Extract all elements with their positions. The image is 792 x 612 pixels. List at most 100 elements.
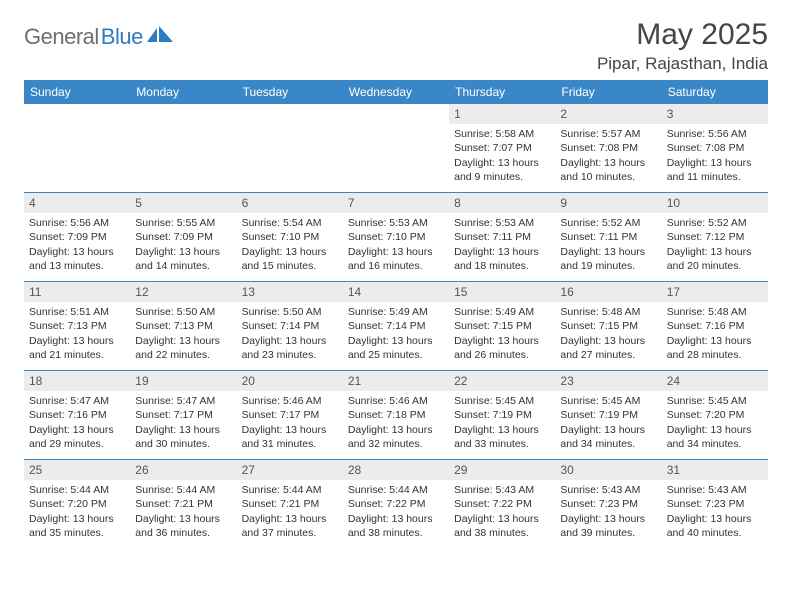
- day-number: 6: [237, 193, 343, 213]
- day-number: 31: [662, 460, 768, 480]
- day-number: 8: [449, 193, 555, 213]
- dow-tuesday: Tuesday: [237, 80, 343, 104]
- sunrise-text: Sunrise: 5:45 AM: [667, 394, 763, 408]
- sunset-text: Sunset: 7:08 PM: [560, 141, 656, 155]
- daylight-text: Daylight: 13 hours and 30 minutes.: [135, 423, 231, 451]
- day-body: Sunrise: 5:44 AMSunset: 7:21 PMDaylight:…: [130, 482, 236, 544]
- day-number: 28: [343, 460, 449, 480]
- daylight-text: Daylight: 13 hours and 35 minutes.: [29, 512, 125, 540]
- daylight-text: Daylight: 13 hours and 16 minutes.: [348, 245, 444, 273]
- sunrise-text: Sunrise: 5:52 AM: [560, 216, 656, 230]
- day-body: Sunrise: 5:48 AMSunset: 7:16 PMDaylight:…: [662, 304, 768, 366]
- sunset-text: Sunset: 7:20 PM: [667, 408, 763, 422]
- brand-text-2: Blue: [101, 24, 143, 50]
- day-number: 23: [555, 371, 661, 391]
- day-body: Sunrise: 5:49 AMSunset: 7:15 PMDaylight:…: [449, 304, 555, 366]
- day-number: 10: [662, 193, 768, 213]
- daylight-text: Daylight: 13 hours and 37 minutes.: [242, 512, 338, 540]
- month-title: May 2025: [597, 18, 768, 52]
- day-body: Sunrise: 5:43 AMSunset: 7:22 PMDaylight:…: [449, 482, 555, 544]
- day-body: Sunrise: 5:44 AMSunset: 7:22 PMDaylight:…: [343, 482, 449, 544]
- daylight-text: Daylight: 13 hours and 26 minutes.: [454, 334, 550, 362]
- dow-sunday: Sunday: [24, 80, 130, 104]
- day-number: 2: [555, 104, 661, 124]
- calendar-day-cell: 8Sunrise: 5:53 AMSunset: 7:11 PMDaylight…: [449, 193, 555, 281]
- sunset-text: Sunset: 7:17 PM: [242, 408, 338, 422]
- sunrise-text: Sunrise: 5:44 AM: [29, 483, 125, 497]
- day-number: 9: [555, 193, 661, 213]
- day-body: Sunrise: 5:53 AMSunset: 7:10 PMDaylight:…: [343, 215, 449, 277]
- sunrise-text: Sunrise: 5:48 AM: [667, 305, 763, 319]
- sunset-text: Sunset: 7:14 PM: [242, 319, 338, 333]
- location-subtitle: Pipar, Rajasthan, India: [597, 54, 768, 74]
- page-header: GeneralBlue May 2025 Pipar, Rajasthan, I…: [24, 18, 768, 74]
- calendar-day-cell: 10Sunrise: 5:52 AMSunset: 7:12 PMDayligh…: [662, 193, 768, 281]
- calendar-day-cell: 6Sunrise: 5:54 AMSunset: 7:10 PMDaylight…: [237, 193, 343, 281]
- calendar-week: 11Sunrise: 5:51 AMSunset: 7:13 PMDayligh…: [24, 281, 768, 370]
- day-number: 14: [343, 282, 449, 302]
- daylight-text: Daylight: 13 hours and 28 minutes.: [667, 334, 763, 362]
- daylight-text: Daylight: 13 hours and 38 minutes.: [348, 512, 444, 540]
- daylight-text: Daylight: 13 hours and 36 minutes.: [135, 512, 231, 540]
- sunrise-text: Sunrise: 5:43 AM: [667, 483, 763, 497]
- day-body: Sunrise: 5:47 AMSunset: 7:17 PMDaylight:…: [130, 393, 236, 455]
- calendar-day-cell: .: [24, 104, 130, 192]
- day-body: Sunrise: 5:55 AMSunset: 7:09 PMDaylight:…: [130, 215, 236, 277]
- sunset-text: Sunset: 7:22 PM: [348, 497, 444, 511]
- daylight-text: Daylight: 13 hours and 38 minutes.: [454, 512, 550, 540]
- calendar-week: 18Sunrise: 5:47 AMSunset: 7:16 PMDayligh…: [24, 370, 768, 459]
- day-number: 12: [130, 282, 236, 302]
- day-body: Sunrise: 5:57 AMSunset: 7:08 PMDaylight:…: [555, 126, 661, 188]
- calendar-day-cell: 1Sunrise: 5:58 AMSunset: 7:07 PMDaylight…: [449, 104, 555, 192]
- sunset-text: Sunset: 7:12 PM: [667, 230, 763, 244]
- weeks-container: ....1Sunrise: 5:58 AMSunset: 7:07 PMDayl…: [24, 104, 768, 548]
- calendar-day-cell: .: [343, 104, 449, 192]
- daylight-text: Daylight: 13 hours and 25 minutes.: [348, 334, 444, 362]
- day-body: Sunrise: 5:47 AMSunset: 7:16 PMDaylight:…: [24, 393, 130, 455]
- dow-wednesday: Wednesday: [343, 80, 449, 104]
- sunset-text: Sunset: 7:23 PM: [560, 497, 656, 511]
- dow-monday: Monday: [130, 80, 236, 104]
- sunset-text: Sunset: 7:14 PM: [348, 319, 444, 333]
- daylight-text: Daylight: 13 hours and 23 minutes.: [242, 334, 338, 362]
- day-body: Sunrise: 5:53 AMSunset: 7:11 PMDaylight:…: [449, 215, 555, 277]
- day-body: Sunrise: 5:45 AMSunset: 7:19 PMDaylight:…: [449, 393, 555, 455]
- day-body: Sunrise: 5:52 AMSunset: 7:12 PMDaylight:…: [662, 215, 768, 277]
- sunset-text: Sunset: 7:18 PM: [348, 408, 444, 422]
- sunrise-text: Sunrise: 5:47 AM: [29, 394, 125, 408]
- calendar-day-cell: 31Sunrise: 5:43 AMSunset: 7:23 PMDayligh…: [662, 460, 768, 548]
- dow-thursday: Thursday: [449, 80, 555, 104]
- sunset-text: Sunset: 7:10 PM: [348, 230, 444, 244]
- calendar-day-cell: 3Sunrise: 5:56 AMSunset: 7:08 PMDaylight…: [662, 104, 768, 192]
- sunrise-text: Sunrise: 5:52 AM: [667, 216, 763, 230]
- daylight-text: Daylight: 13 hours and 15 minutes.: [242, 245, 338, 273]
- sunrise-text: Sunrise: 5:44 AM: [242, 483, 338, 497]
- daylight-text: Daylight: 13 hours and 18 minutes.: [454, 245, 550, 273]
- brand-logo: GeneralBlue: [24, 18, 173, 50]
- day-body: Sunrise: 5:50 AMSunset: 7:14 PMDaylight:…: [237, 304, 343, 366]
- day-number: 27: [237, 460, 343, 480]
- calendar-day-cell: 27Sunrise: 5:44 AMSunset: 7:21 PMDayligh…: [237, 460, 343, 548]
- daylight-text: Daylight: 13 hours and 39 minutes.: [560, 512, 656, 540]
- sunrise-text: Sunrise: 5:57 AM: [560, 127, 656, 141]
- sunset-text: Sunset: 7:13 PM: [135, 319, 231, 333]
- sunset-text: Sunset: 7:22 PM: [454, 497, 550, 511]
- calendar-day-cell: 23Sunrise: 5:45 AMSunset: 7:19 PMDayligh…: [555, 371, 661, 459]
- calendar-day-cell: 26Sunrise: 5:44 AMSunset: 7:21 PMDayligh…: [130, 460, 236, 548]
- day-number: 19: [130, 371, 236, 391]
- daylight-text: Daylight: 13 hours and 34 minutes.: [560, 423, 656, 451]
- calendar-day-cell: .: [130, 104, 236, 192]
- sunset-text: Sunset: 7:08 PM: [667, 141, 763, 155]
- calendar-day-cell: 7Sunrise: 5:53 AMSunset: 7:10 PMDaylight…: [343, 193, 449, 281]
- sunrise-text: Sunrise: 5:54 AM: [242, 216, 338, 230]
- daylight-text: Daylight: 13 hours and 34 minutes.: [667, 423, 763, 451]
- sunrise-text: Sunrise: 5:44 AM: [135, 483, 231, 497]
- calendar-day-cell: 28Sunrise: 5:44 AMSunset: 7:22 PMDayligh…: [343, 460, 449, 548]
- sunrise-text: Sunrise: 5:50 AM: [135, 305, 231, 319]
- day-body: Sunrise: 5:43 AMSunset: 7:23 PMDaylight:…: [555, 482, 661, 544]
- day-body: Sunrise: 5:44 AMSunset: 7:21 PMDaylight:…: [237, 482, 343, 544]
- sunset-text: Sunset: 7:17 PM: [135, 408, 231, 422]
- daylight-text: Daylight: 13 hours and 33 minutes.: [454, 423, 550, 451]
- day-body: Sunrise: 5:45 AMSunset: 7:20 PMDaylight:…: [662, 393, 768, 455]
- day-body: Sunrise: 5:46 AMSunset: 7:18 PMDaylight:…: [343, 393, 449, 455]
